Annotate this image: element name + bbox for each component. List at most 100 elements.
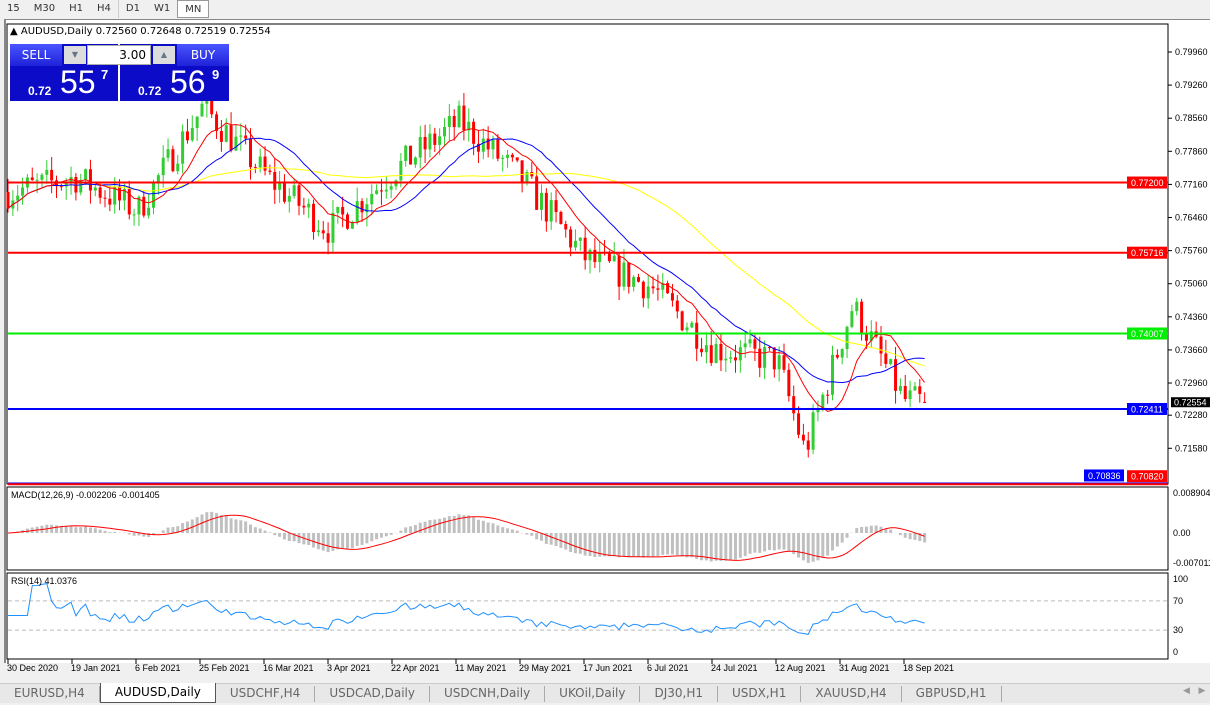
- macd-bar: [884, 528, 888, 533]
- macd-bar: [307, 533, 311, 546]
- candle-body: [423, 136, 427, 150]
- tab-gbpusd-h1[interactable]: GBPUSD,H1: [902, 686, 1002, 702]
- candle-body: [147, 207, 151, 216]
- macd-bar: [127, 533, 131, 535]
- macd-bar: [360, 533, 364, 545]
- macd-signal-line: [7, 514, 925, 561]
- tab-usdchf-h4[interactable]: USDCHF,H4: [216, 686, 316, 702]
- candles: [6, 88, 927, 458]
- candle-body: [670, 293, 674, 301]
- candle-body: [889, 359, 893, 364]
- macd-bar: [627, 533, 631, 558]
- tab-ukoil-daily[interactable]: UKOil,Daily: [545, 686, 641, 702]
- macd-bar: [612, 533, 616, 556]
- timeframe-mn[interactable]: MN: [177, 0, 210, 18]
- chart-tabs: EURUSD,H4 AUDUSD,Daily USDCHF,H4 USDCAD,Dai…: [0, 683, 1210, 703]
- macd-bar: [709, 533, 713, 562]
- chart-window[interactable]: [4, 19, 1210, 663]
- sell-price-point: 7: [101, 67, 109, 82]
- candle-body: [535, 176, 539, 210]
- timeframe-m30[interactable]: M30: [33, 3, 56, 14]
- timeframe-w1[interactable]: W1: [153, 3, 171, 14]
- tab-usdx-h1[interactable]: USDX,H1: [718, 686, 802, 702]
- macd-bar: [719, 533, 723, 561]
- tab-eurusd-h4[interactable]: EURUSD,H4: [0, 686, 100, 702]
- candle-body: [103, 197, 107, 199]
- candle-body: [360, 201, 364, 213]
- scroll-left-icon[interactable]: ◀: [1183, 686, 1190, 696]
- macd-bar: [695, 533, 699, 559]
- candle-body: [806, 440, 810, 450]
- candle-body: [651, 286, 655, 289]
- candle-body: [428, 133, 432, 150]
- macd-bar: [282, 533, 286, 540]
- candle-body: [879, 336, 883, 354]
- macd-bar: [690, 533, 694, 558]
- candle-body: [719, 343, 723, 361]
- macd-bar: [84, 526, 88, 533]
- sell-price-pips: 55: [60, 64, 96, 100]
- candle-body: [472, 121, 476, 144]
- sell-button[interactable]: SELL: [10, 44, 62, 66]
- macd-bar: [540, 533, 543, 541]
- candle-body: [98, 187, 102, 198]
- chart-symbol-info: ▲ AUDUSD,Daily 0.72560 0.72648 0.72519 0…: [10, 26, 271, 37]
- candle-body: [457, 105, 461, 128]
- candle-body: [6, 191, 10, 209]
- macd-bar: [777, 533, 781, 550]
- macd-bar: [491, 523, 495, 533]
- lot-size-input[interactable]: 3.00: [87, 45, 151, 65]
- macd-bar: [74, 527, 78, 533]
- date-tick-label: 12 Aug 2021: [775, 663, 826, 673]
- timeframe-h1[interactable]: H1: [69, 3, 83, 14]
- tab-audusd-daily[interactable]: AUDUSD,Daily: [99, 683, 216, 703]
- macd-bar: [132, 533, 136, 536]
- rsi-tick-label: 30: [1173, 625, 1183, 635]
- scroll-right-icon[interactable]: ▶: [1198, 686, 1206, 696]
- candle-body: [278, 183, 282, 190]
- candle-body: [84, 169, 88, 180]
- buy-price-point: 9: [212, 67, 220, 82]
- candle-body: [724, 358, 728, 361]
- collapse-triangle-icon[interactable]: ▲: [10, 26, 21, 37]
- tab-usdcnh-daily[interactable]: USDCNH,Daily: [430, 686, 546, 702]
- macd-bar: [321, 533, 325, 551]
- price-tick-label: 0.75060: [1175, 279, 1208, 289]
- timeframe-d1[interactable]: D1: [117, 0, 147, 18]
- candle-body: [569, 229, 573, 248]
- candle-body: [690, 322, 694, 328]
- tab-usdcad-daily[interactable]: USDCAD,Daily: [315, 686, 430, 702]
- candle-body: [549, 200, 553, 222]
- buy-button[interactable]: BUY: [177, 44, 229, 66]
- rsi-label: RSI(14) 41.0376: [11, 576, 77, 586]
- macd-bar: [59, 525, 63, 533]
- price-tick-label: 0.71580: [1175, 443, 1208, 453]
- candle-body: [399, 160, 403, 181]
- macd-bar: [326, 533, 330, 553]
- timeframe-h4[interactable]: H4: [96, 3, 111, 14]
- candle-body: [491, 139, 495, 150]
- macd-tick-label: -0.007011: [1173, 558, 1210, 568]
- lot-increase-button[interactable]: ▲: [153, 46, 175, 64]
- tab-dj30-h1[interactable]: DJ30,H1: [640, 686, 718, 702]
- tab-xauusd-h4[interactable]: XAUUSD,H4: [801, 686, 902, 702]
- timeframe-15[interactable]: 15: [7, 3, 20, 14]
- macd-bar: [389, 533, 393, 535]
- lot-decrease-button[interactable]: ▼: [64, 46, 86, 64]
- candle-body: [74, 177, 78, 193]
- tab-scroll-arrows[interactable]: ◀ ▶: [1183, 686, 1205, 696]
- macd-bar: [185, 521, 189, 533]
- macd-bar: [583, 533, 587, 556]
- level-price-label: 0.75716: [1131, 248, 1164, 258]
- candle-body: [617, 255, 621, 287]
- macd-bar: [297, 533, 301, 544]
- candle-body: [496, 139, 500, 159]
- macd-bar: [379, 533, 383, 538]
- macd-bar: [646, 533, 650, 558]
- macd-bar: [617, 533, 621, 558]
- candle-body: [520, 160, 524, 183]
- macd-bar: [767, 533, 771, 551]
- macd-bar: [341, 533, 345, 549]
- candle-body: [297, 185, 301, 206]
